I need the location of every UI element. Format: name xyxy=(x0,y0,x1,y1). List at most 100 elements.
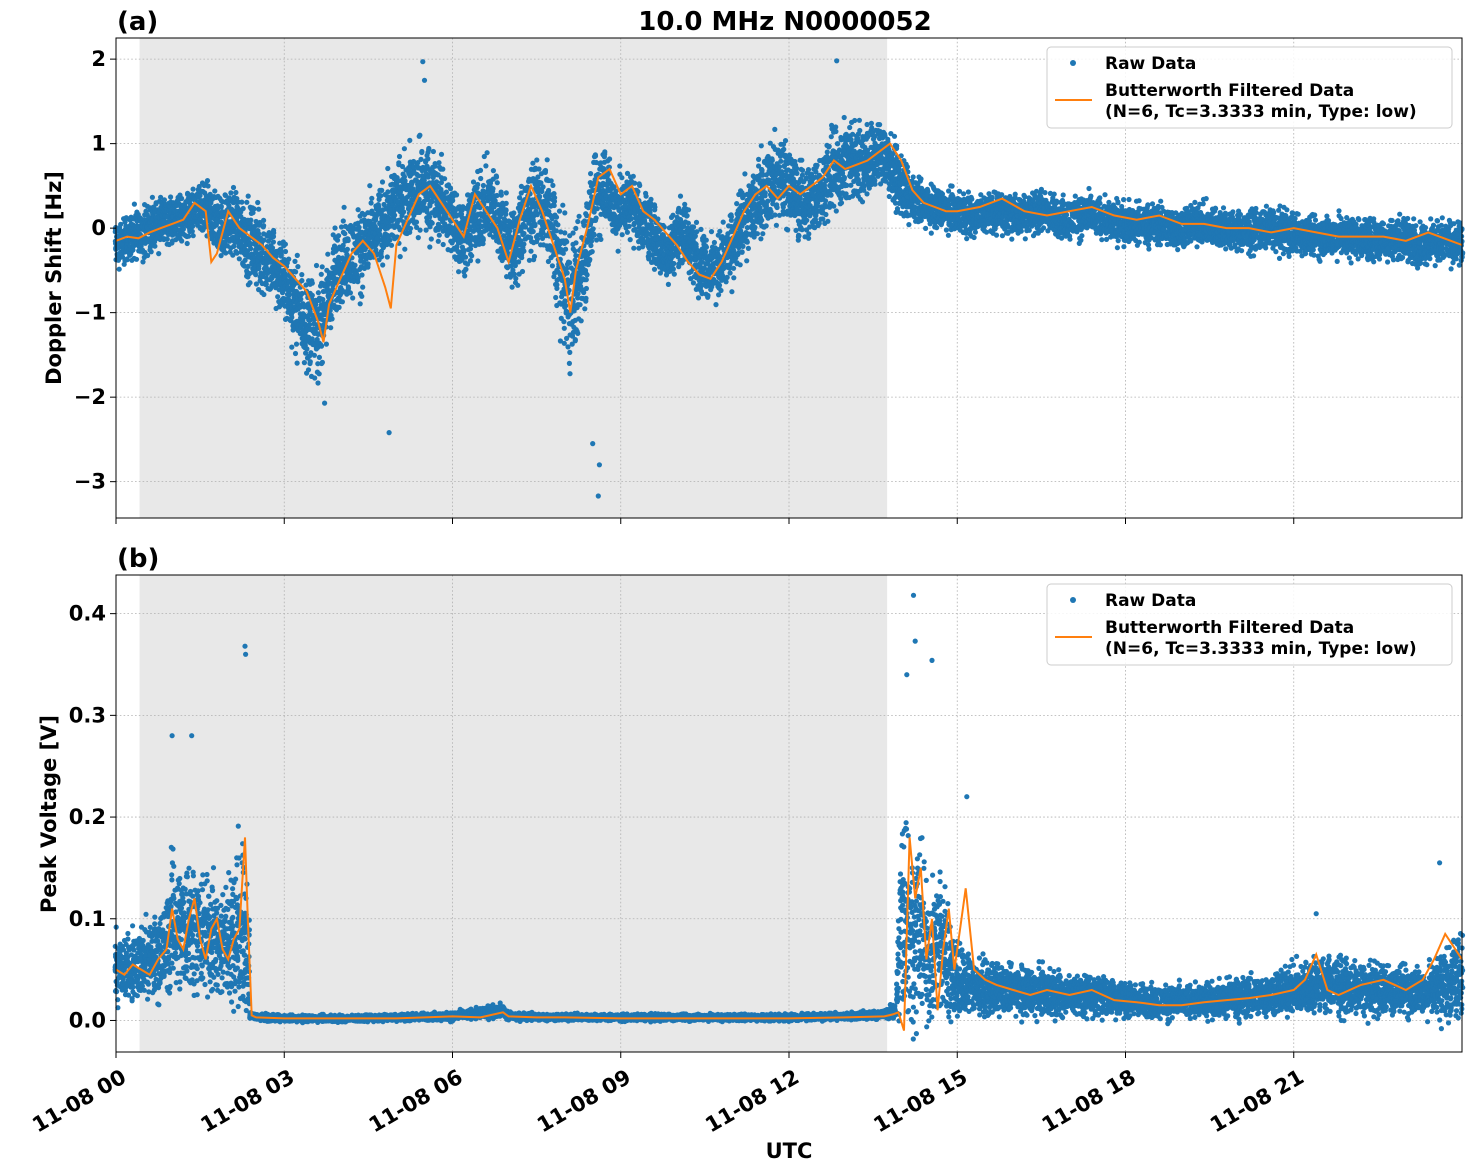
panel-a-raw-point xyxy=(407,137,413,143)
panel-a-raw-point xyxy=(476,219,482,225)
panel-a-raw-point xyxy=(456,269,462,275)
panel-a-raw-point xyxy=(777,164,783,170)
panel-a-raw-point xyxy=(619,175,625,181)
panel-a-raw-point xyxy=(417,132,423,138)
panel-a-raw-point xyxy=(318,271,324,277)
panel-a-raw-point xyxy=(189,228,195,234)
panel-a-raw-point xyxy=(752,224,758,230)
panel-a-raw-point xyxy=(156,251,162,257)
panel-a-raw-point xyxy=(223,250,229,256)
panel-a-raw-point xyxy=(247,280,253,286)
panel-a-raw-point xyxy=(711,239,718,246)
panel-a-raw-point xyxy=(365,264,371,270)
panel-a-raw-point xyxy=(651,202,658,208)
panel-a-raw-point xyxy=(319,359,325,365)
panel-a-raw-point xyxy=(204,178,211,184)
panel-a-raw-point xyxy=(298,296,304,302)
panel-a-raw-point xyxy=(350,295,356,301)
panel-a-raw-point xyxy=(282,241,288,247)
panel-a-raw-point xyxy=(463,266,469,272)
panel-a-raw-point xyxy=(503,200,509,206)
panel-a-raw-point xyxy=(477,167,484,173)
panel-a-raw-point xyxy=(240,205,246,212)
panel-a-raw-point xyxy=(261,291,267,298)
panel-a-raw-point xyxy=(256,265,262,272)
panel-a-raw-point xyxy=(360,284,366,290)
panel-a-raw-point xyxy=(542,168,548,174)
panel-a-raw-point xyxy=(299,290,305,297)
panel-a-raw-point xyxy=(540,184,546,190)
panel-a-raw-point xyxy=(573,225,579,231)
panel-a-raw-point xyxy=(328,325,334,331)
panel-a-raw-point xyxy=(671,271,677,277)
panel-a-raw-point xyxy=(426,147,432,153)
panel-a-raw-point xyxy=(450,197,456,204)
panel-a-raw-point xyxy=(762,193,768,199)
panel-a-raw-point xyxy=(289,344,295,350)
panel-a-raw-point xyxy=(703,237,709,243)
panel-a-raw-point xyxy=(493,174,500,180)
panel-a-raw-point xyxy=(158,194,164,200)
panel-a-raw-point xyxy=(368,200,374,206)
panel-a-raw-point xyxy=(438,151,445,157)
panel-a-raw-point xyxy=(119,254,126,260)
panel-a-raw-point xyxy=(434,179,440,185)
panel-a-raw-point xyxy=(328,312,334,318)
panel-a-raw-point xyxy=(550,182,556,188)
panel-a-raw-point xyxy=(402,246,408,252)
panel-a-raw-point xyxy=(379,179,386,185)
panel-a-raw-point xyxy=(291,268,297,274)
panel-a-raw-point xyxy=(530,228,536,235)
panel-a-raw-point xyxy=(303,339,309,345)
panel-a-raw-point xyxy=(289,284,295,290)
panel-a-raw-point xyxy=(190,233,196,239)
panel-a-raw-point xyxy=(632,180,638,186)
panel-a-raw-point xyxy=(447,185,453,191)
panel-a-raw-point xyxy=(589,249,595,255)
panel-a-raw-point xyxy=(480,235,486,242)
panel-a-raw-point xyxy=(419,149,425,156)
panel-a-raw-point xyxy=(428,236,434,242)
panel-a-raw-point xyxy=(417,227,423,233)
panel-a-raw-point xyxy=(562,298,568,304)
panel-a-raw-point xyxy=(336,304,342,310)
panel-a-raw-point xyxy=(594,206,600,212)
panel-a-raw-point xyxy=(128,251,134,257)
panel-a-raw-point xyxy=(794,165,800,171)
panel-a-raw-point xyxy=(286,256,292,262)
panel-a-raw-point xyxy=(684,213,690,219)
panel-a-raw-point xyxy=(248,246,254,252)
panel-a-raw-point xyxy=(293,341,300,347)
panel-a-raw-point xyxy=(693,219,700,225)
panel-a-raw-point xyxy=(309,336,315,342)
panel-a-raw-point xyxy=(521,241,527,247)
panel-a-raw-point xyxy=(713,302,719,308)
panel-a-raw-point xyxy=(145,252,151,259)
panel-a-raw-point xyxy=(319,264,325,270)
panel-a-raw-point xyxy=(345,285,352,291)
panel-a-raw-point xyxy=(315,380,321,386)
panel-a-raw-point xyxy=(648,196,654,202)
panel-a-raw-point xyxy=(740,243,746,249)
panel-a-raw-point xyxy=(671,260,677,267)
figure-title: 10.0 MHz N0000052 xyxy=(638,7,931,37)
panel-a-raw-point xyxy=(774,204,780,211)
panel-a-raw-point xyxy=(275,294,281,300)
panel-a-raw-point xyxy=(299,272,305,278)
panel-a-raw-point xyxy=(184,240,190,247)
panel-a-raw-point xyxy=(503,207,509,213)
panel-a-raw-point xyxy=(583,295,589,301)
panel-a-raw-point xyxy=(769,156,775,162)
panel-a-raw-point xyxy=(380,262,386,268)
panel-a-raw-point xyxy=(397,254,403,260)
panel-a-raw-point xyxy=(494,180,500,186)
panel-a-raw-point xyxy=(536,166,542,172)
panel-a-raw-point xyxy=(718,287,724,294)
panel-a-raw-point xyxy=(651,266,658,272)
panel-a-raw-point xyxy=(278,248,284,254)
panel-a-raw-point xyxy=(205,183,211,189)
panel-a-raw-point xyxy=(731,275,737,281)
panel-a-raw-point xyxy=(478,175,484,182)
panel-a-raw-point xyxy=(567,371,573,377)
